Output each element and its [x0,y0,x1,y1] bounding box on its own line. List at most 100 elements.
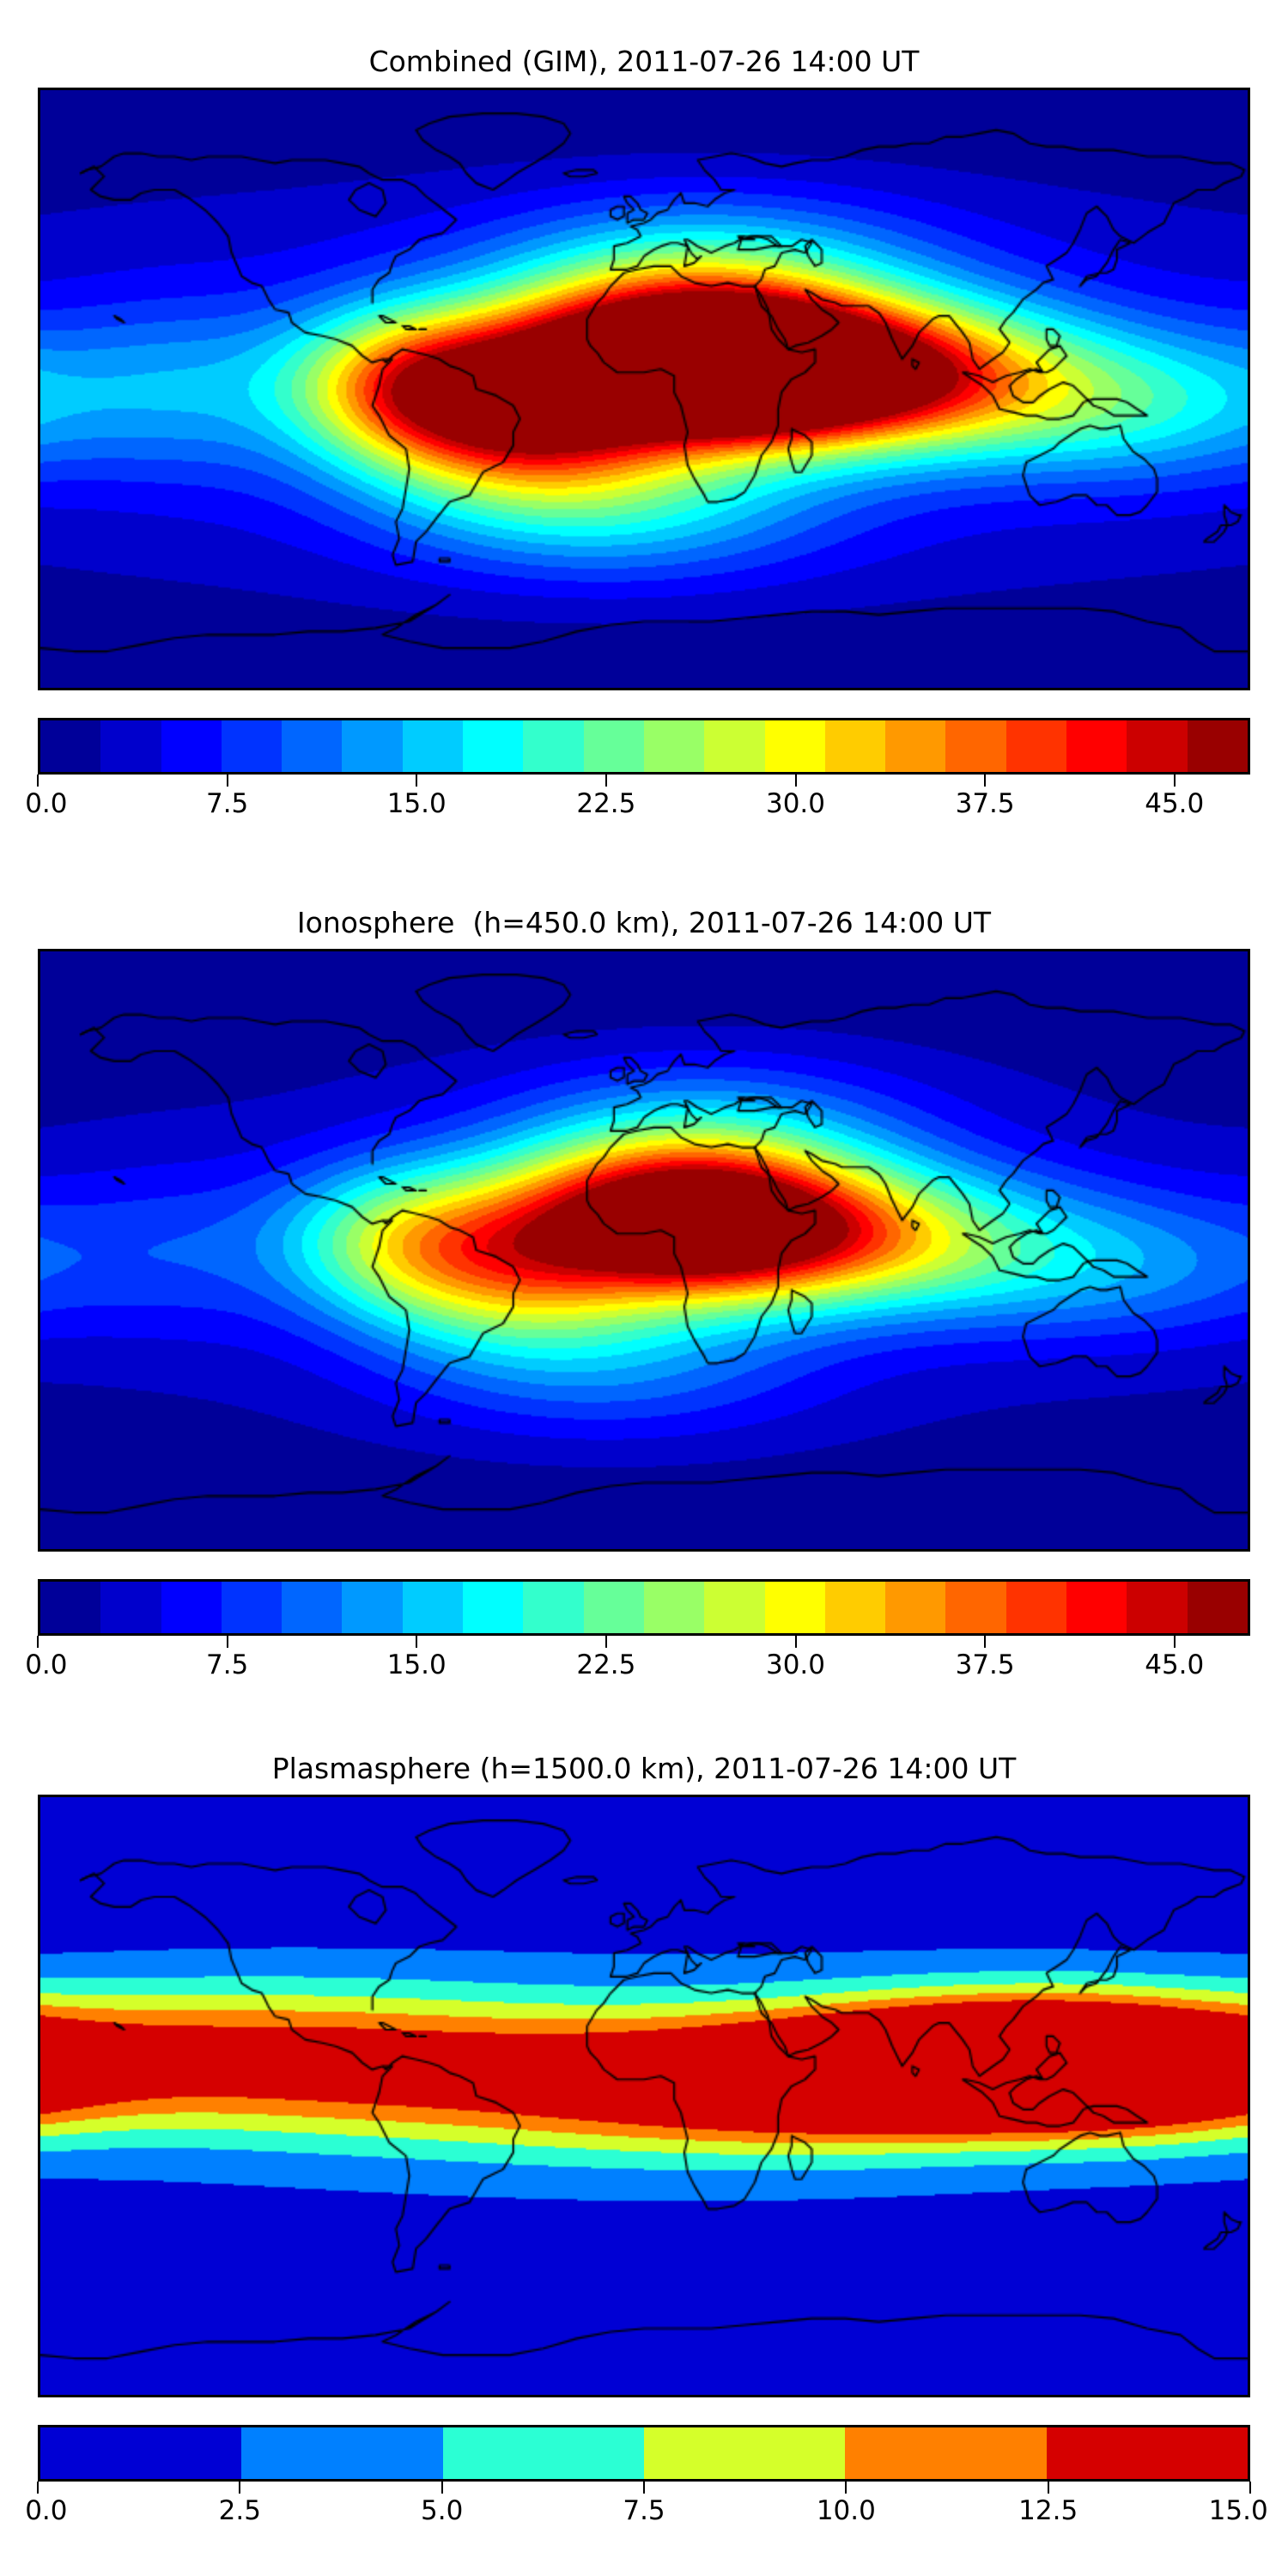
colorbar-tick [1047,2482,1049,2494]
colorbar-plasmasphere: 0.0 2.5 5.0 7.5 10.0 12.5 15.0 [25,2425,1268,2533]
colorbar-tick-label: 15.0 [386,788,447,819]
colorbar-strip-plasmasphere [38,2425,1250,2482]
colorbar-tick [605,775,607,787]
colorbar-segment [824,720,886,772]
colorbar-segment [885,1582,946,1633]
colorbar-segment [442,2427,644,2479]
colorbar-segment [1066,1582,1127,1633]
map-axes-plasmasphere [38,1795,1250,2397]
colorbar-segment [342,720,403,772]
colorbar-tick [239,2482,241,2494]
colorbar-segment [643,1582,705,1633]
colorbar-segment [342,1582,403,1633]
colorbar-segment [402,720,464,772]
colorbar-segment [845,2427,1047,2479]
colorbar-tick-label: 7.5 [623,2495,665,2526]
colorbar-segment [100,1582,161,1633]
colorbar-segment [221,720,283,772]
colorbar-tick-label: 0.0 [25,2495,68,2526]
colorbar-tick [37,1636,39,1648]
colorbar-tick [845,2482,848,2494]
map-axes-ionosphere [38,949,1250,1552]
panel-title-ionosphere: Ionosphere (h=450.0 km), 2011-07-26 14:0… [296,906,992,939]
colorbar-strip-ionosphere [38,1579,1250,1636]
colorbar-segment [402,1582,464,1633]
colorbar-segment [643,2427,846,2479]
colorbar-segment [583,1582,644,1633]
colorbar-tick-label: 45.0 [1145,1649,1205,1680]
colorbar-segment [241,2427,443,2479]
colorbar-segment [100,720,161,772]
colorbar-tick-label: 12.5 [1018,2495,1078,2526]
colorbar-segment [463,1582,524,1633]
colorbar-segment [945,720,1006,772]
colorbar-segment [1127,1582,1188,1633]
colorbar-tick-label: 10.0 [816,2495,876,2526]
colorbar-tick-label: 0.0 [25,788,68,819]
colorbar-segment [40,1582,101,1633]
colorbar-tick-label: 37.5 [955,788,1015,819]
colorbar-segment [282,1582,343,1633]
colorbar-labels-plasmasphere: 0.0 2.5 5.0 7.5 10.0 12.5 15.0 [25,2494,1268,2533]
colorbar-tick-label: 2.5 [218,2495,261,2526]
colorbar-segment [463,720,524,772]
colorbar-tick [643,2482,645,2494]
colorbar-tick [605,1636,607,1648]
colorbar-tick-label: 37.5 [955,1649,1015,1680]
colorbar-tick [984,1636,987,1648]
colorbar-tick-label: 15.0 [1208,2495,1268,2526]
map-canvas-ionosphere [40,951,1248,1549]
colorbar-ticks-ionosphere [37,1636,1250,1648]
colorbar-ionosphere: 0.0 7.5 15.0 22.5 30.0 37.5 45.0 [25,1579,1250,1687]
colorbar-segment [221,1582,283,1633]
colorbar-ticks-combined [37,775,1250,787]
colorbar-tick [984,775,987,787]
colorbar-tick [37,775,39,787]
colorbar-tick [226,1636,228,1648]
colorbar-strip-combined [38,718,1250,775]
colorbar-segment [1127,720,1188,772]
colorbar-segment [1187,1582,1248,1633]
colorbar-segment [1005,720,1067,772]
colorbar-tick [1173,1636,1176,1648]
colorbar-segment [161,720,222,772]
colorbar-segment [764,1582,825,1633]
colorbar-tick-label: 7.5 [205,788,249,819]
colorbar-segment [885,720,946,772]
map-axes-combined [38,88,1250,690]
panel-plasmasphere: Plasmasphere (h=1500.0 km), 2011-07-26 1… [0,1752,1288,2533]
colorbar-tick [1173,775,1176,787]
colorbar-tick-label: 0.0 [25,1649,68,1680]
colorbar-tick-label: 7.5 [205,1649,249,1680]
map-canvas-combined [40,90,1248,688]
panel-ionosphere: Ionosphere (h=450.0 km), 2011-07-26 14:0… [0,906,1288,1687]
colorbar-segment [1005,1582,1067,1633]
colorbar-segment [704,1582,765,1633]
colorbar-segment [282,720,343,772]
colorbar-tick [226,775,228,787]
colorbar-tick [794,775,797,787]
colorbar-tick-label: 30.0 [765,1649,826,1680]
colorbar-segment [1046,2427,1248,2479]
colorbar-segment [1187,720,1248,772]
colorbar-tick-label: 22.5 [576,788,636,819]
colorbar-segment [1066,720,1127,772]
map-canvas-plasmasphere [40,1797,1248,2395]
colorbar-tick-label: 5.0 [421,2495,464,2526]
colorbar-tick [416,775,418,787]
colorbar-segment [643,720,705,772]
colorbar-segment [764,720,825,772]
colorbar-tick-label: 22.5 [576,1649,636,1680]
colorbar-tick [794,1636,797,1648]
colorbar-tick-label: 15.0 [386,1649,447,1680]
colorbar-segment [40,720,101,772]
colorbar-segment [583,720,644,772]
colorbar-segment [523,1582,584,1633]
colorbar-labels-ionosphere: 0.0 7.5 15.0 22.5 30.0 37.5 45.0 [25,1648,1250,1687]
colorbar-combined: 0.0 7.5 15.0 22.5 30.0 37.5 45.0 [25,718,1250,826]
colorbar-segment [704,720,765,772]
colorbar-tick-label: 30.0 [765,788,826,819]
panel-combined: Combined (GIM), 2011-07-26 14:00 UT 0.0 7… [0,45,1288,826]
colorbar-segment [824,1582,886,1633]
